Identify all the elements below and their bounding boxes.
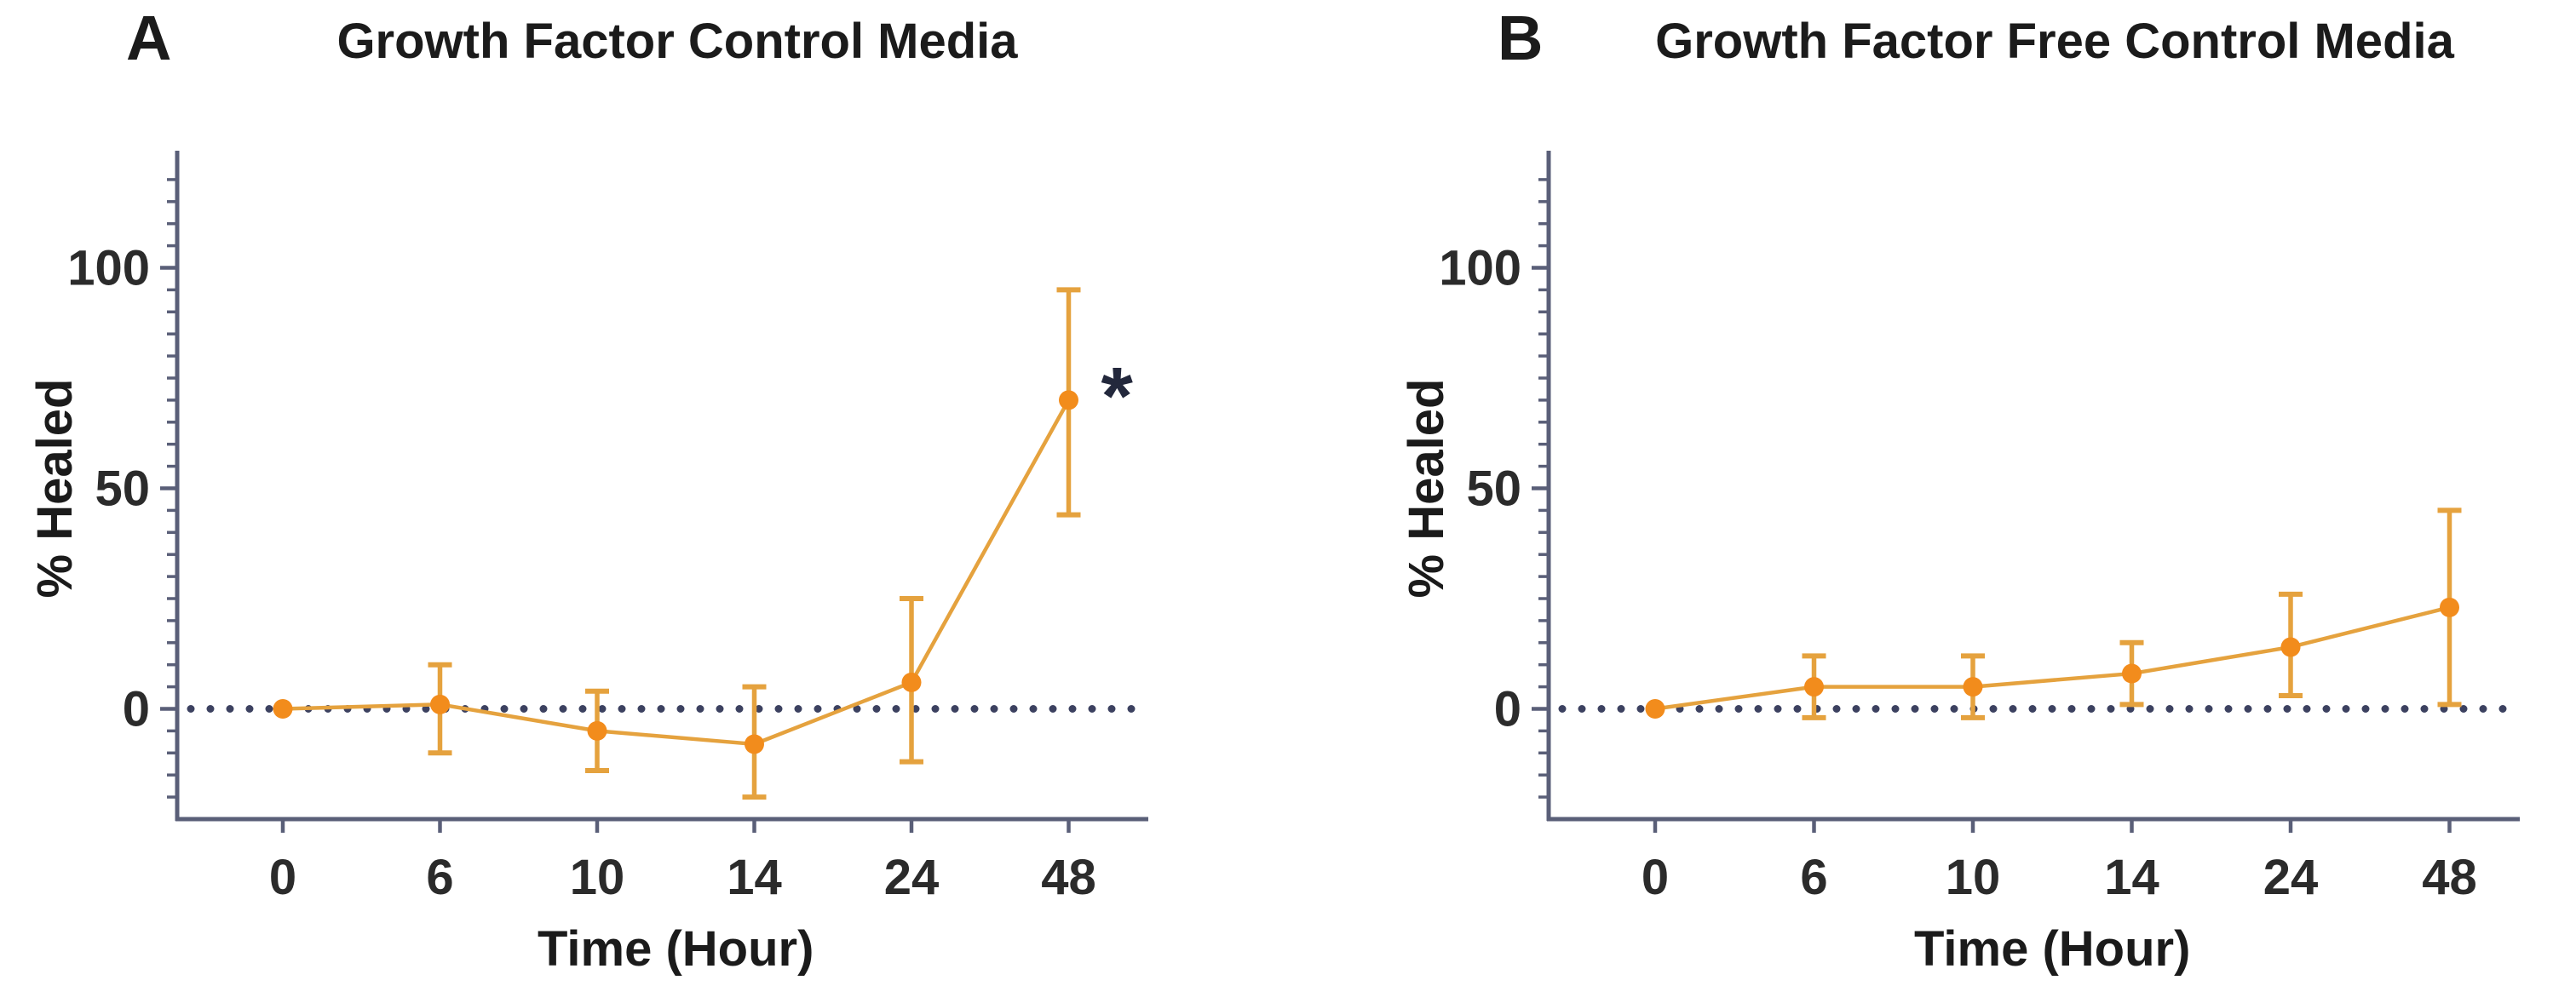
x-tick-label: 24 [2263,850,2319,905]
panel-a-title: Growth Factor Control Media [336,14,1018,69]
panel-b-letter: B [1498,3,1544,73]
y-axis-label: % Healed [1399,379,1454,599]
y-tick-label: 0 [1494,682,1521,737]
data-point [2122,663,2142,684]
x-tick-label: 6 [426,850,453,905]
data-point [2440,597,2459,617]
data-point [901,672,922,692]
data-point [1645,699,1665,719]
data-point [1804,677,1824,697]
x-tick-label: 10 [1946,850,2001,905]
data-point [1059,390,1078,410]
y-tick-label: 100 [1439,241,1521,296]
x-tick-label: 14 [727,850,782,905]
y-tick-label: 50 [95,461,150,517]
y-tick-label: 100 [67,241,150,296]
data-point [2280,637,2301,657]
series-line [282,398,1071,747]
panel-b-title: Growth Factor Free Control Media [1655,14,2454,69]
x-tick-label: 14 [2104,850,2159,905]
x-tick-label: 48 [1041,850,1096,905]
chart-panel-a: 0 50 100 0 6 10 14 24 48 Time (Hour) % Healed * [27,151,1153,977]
data-point [1963,677,1983,697]
x-tick-label: 48 [2422,850,2477,905]
x-tick-label: 0 [1642,850,1669,905]
y-tick-label: 0 [123,682,150,737]
x-tick-label: 10 [570,850,625,905]
y-axis-label: % Healed [27,379,83,599]
x-axis-label: Time (Hour) [1914,921,2190,977]
data-point [273,699,293,719]
data-point [587,720,607,741]
data-point [745,734,764,754]
x-axis-label: Time (Hour) [538,921,814,977]
x-tick-label: 24 [884,850,940,905]
panel-a-letter: A [126,3,172,73]
data-point [430,694,450,714]
y-tick-label: 50 [1466,461,1521,517]
x-tick-label: 0 [269,850,296,905]
x-tick-label: 6 [1800,850,1827,905]
significance-asterisk: * [1101,351,1134,442]
chart-panel-b: 0 50 100 0 6 10 14 24 48 Time (Hour) % Healed [1399,151,2524,977]
series-line [1654,605,2451,711]
